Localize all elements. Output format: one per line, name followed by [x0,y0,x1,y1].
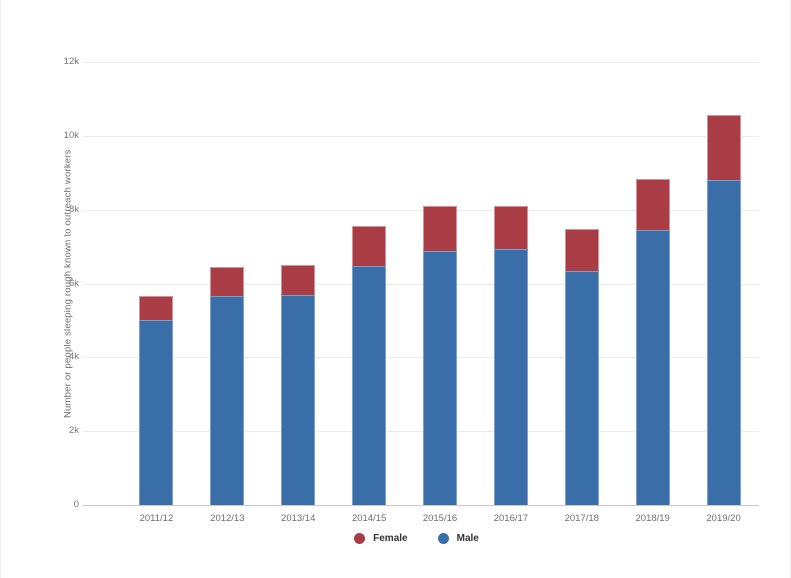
bar-stack [564,228,599,505]
bar-segment-female[interactable] [423,206,457,251]
gridline [83,357,759,359]
bar-segment-male[interactable] [210,296,245,505]
legend-color-dot [437,533,449,544]
bar-stack [352,225,387,505]
gridline [83,283,759,285]
bar-column: 2016/17 [475,62,546,524]
bar-column: 2017/18 [546,62,617,524]
bar-segment-male[interactable] [493,249,528,505]
x-tick-label: 2015/16 [422,513,458,524]
bar-segment-male[interactable] [706,179,741,505]
legend-item-male[interactable]: Male [437,533,479,544]
y-tick-label: 4k [68,351,79,363]
x-tick-label: 2012/13 [210,513,245,524]
y-tick-label: 8k [68,203,79,215]
bar-stack [281,265,316,505]
x-tick-label: 2016/17 [493,513,529,524]
bar-column: 2018/19 [617,62,688,524]
legend-label: Female [373,533,408,544]
bar-column: 2013/14 [263,62,334,524]
gridline [83,431,759,433]
y-tick-label: 12k [63,56,79,67]
bar-stack [423,206,457,505]
gridline [83,209,759,211]
x-tick-label: 2018/19 [635,513,670,524]
bar-segment-male[interactable] [352,265,387,505]
bar-segment-male[interactable] [281,294,316,505]
gridline [83,135,759,137]
bar-segment-female[interactable] [564,228,599,271]
legend-label: Male [456,533,479,544]
bar-column: 2019/20 [688,62,759,524]
bar-stack [210,266,245,505]
bar-segment-female[interactable] [281,265,316,295]
gridline [83,62,759,63]
legend-color-dot [354,533,366,544]
x-tick-label: 2014/15 [351,513,387,524]
bar-segment-female[interactable] [706,115,741,180]
legend-item-female[interactable]: Female [354,533,408,544]
bar-stack [139,296,174,505]
x-tick-label: 2019/20 [706,513,741,524]
plot-area [83,62,759,506]
legend: Female Male [1,533,791,544]
bar-segment-male[interactable] [564,270,599,505]
y-tick-label: 6k [68,277,79,289]
bar-segment-female[interactable] [210,266,245,297]
x-tick-label: 2013/14 [281,513,316,524]
y-tick-label: 2k [68,425,79,437]
bar-segment-male[interactable] [139,320,174,505]
x-axis-line [83,505,759,506]
bar-stack [635,178,670,505]
y-tick-label: 10k [63,129,79,141]
bar-segment-female[interactable] [635,178,670,231]
bar-segment-female[interactable] [493,205,528,250]
bar-segment-female[interactable] [139,296,174,321]
bar-segment-male[interactable] [423,250,457,505]
bar-segment-male[interactable] [635,230,670,505]
y-tick-label: 0 [73,499,79,510]
bar-column: 2015/16 [405,62,476,524]
bar-column: 2012/13 [192,62,263,524]
bar-segment-female[interactable] [352,225,387,266]
bar-column: 2011/12 [121,62,192,524]
bar-stack [706,115,741,505]
bars-area: 2011/12 2012/13 2013/14 2014/15 2015/16 2016/… [121,62,759,524]
x-tick-label: 2011/12 [139,513,174,524]
bar-stack [493,205,528,505]
x-tick-label: 2017/18 [564,513,599,524]
bar-column: 2014/15 [334,62,405,524]
